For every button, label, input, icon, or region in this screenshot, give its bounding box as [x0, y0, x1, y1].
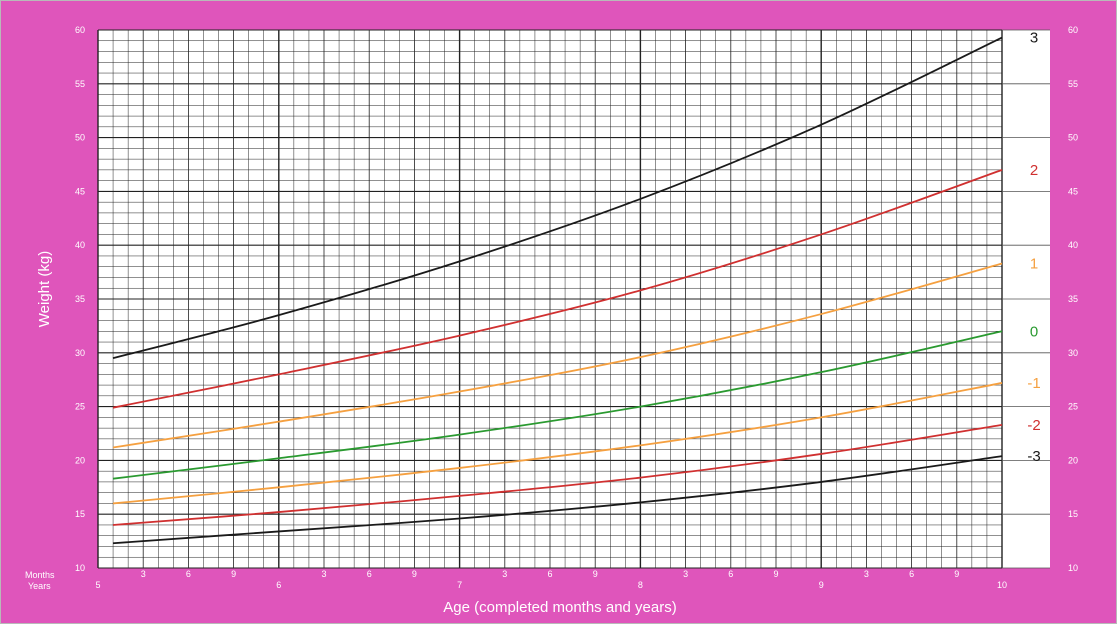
z-score-curve-2 [112, 169, 1003, 409]
y-tick-label-left: 20 [75, 455, 85, 465]
x-month-tick-label: 6 [186, 569, 191, 579]
x-month-tick-label: 3 [141, 569, 146, 579]
y-tick-label-right: 30 [1068, 348, 1078, 358]
z-score-label--3: -3 [1027, 448, 1040, 465]
z-score-label-3: 3 [1030, 30, 1038, 47]
y-tick-label-left: 40 [75, 240, 85, 250]
months-row-label: Months [25, 570, 55, 580]
x-month-tick-label: 6 [547, 569, 552, 579]
z-score-curves [112, 36, 1003, 545]
y-tick-label-right: 10 [1068, 563, 1078, 573]
x-year-tick-label: 8 [638, 580, 643, 590]
years-row-label: Years [28, 581, 51, 591]
x-month-tick-label: 3 [502, 569, 507, 579]
y-tick-label-left: 55 [75, 79, 85, 89]
x-year-tick-label: 10 [997, 580, 1007, 590]
x-month-tick-label: 9 [954, 569, 959, 579]
y-axis-title: Weight (kg) [36, 251, 53, 327]
x-axis-title: Age (completed months and years) [443, 599, 676, 616]
x-month-tick-label: 6 [728, 569, 733, 579]
z-score-curve-3 [112, 36, 1003, 360]
x-year-tick-label: 7 [457, 580, 462, 590]
x-month-tick-label: 9 [412, 569, 417, 579]
x-year-tick-label: 5 [95, 580, 100, 590]
y-tick-label-left: 15 [75, 509, 85, 519]
y-tick-label-left: 35 [75, 294, 85, 304]
x-month-tick-label: 6 [367, 569, 372, 579]
y-tick-label-right: 25 [1068, 402, 1078, 412]
x-month-tick-label: 3 [683, 569, 688, 579]
z-score-label-1: 1 [1030, 255, 1038, 272]
x-year-tick-label: 9 [819, 580, 824, 590]
y-tick-label-right: 20 [1068, 455, 1078, 465]
y-tick-label-left: 50 [75, 133, 85, 143]
y-tick-label-left: 30 [75, 348, 85, 358]
y-tick-label-right: 15 [1068, 509, 1078, 519]
y-tick-label-left: 25 [75, 402, 85, 412]
z-score-curve--1 [112, 382, 1003, 505]
x-month-tick-label: 3 [321, 569, 326, 579]
y-tick-label-left: 10 [75, 563, 85, 573]
x-month-tick-label: 9 [593, 569, 598, 579]
y-tick-label-right: 45 [1068, 186, 1078, 196]
z-score-label-0: 0 [1030, 323, 1038, 340]
z-score-curve--3 [112, 455, 1003, 545]
x-month-tick-label: 3 [864, 569, 869, 579]
y-tick-label-right: 60 [1068, 25, 1078, 35]
z-score-curve--2 [112, 424, 1003, 526]
y-tick-label-right: 50 [1068, 133, 1078, 143]
y-tick-label-right: 40 [1068, 240, 1078, 250]
z-score-label--2: -2 [1027, 417, 1040, 434]
x-month-tick-label: 6 [909, 569, 914, 579]
z-score-label--1: -1 [1027, 375, 1040, 392]
z-score-curve-1 [112, 262, 1003, 449]
x-year-tick-label: 6 [276, 580, 281, 590]
y-tick-label-right: 35 [1068, 294, 1078, 304]
x-month-tick-label: 9 [773, 569, 778, 579]
y-tick-label-left: 45 [75, 186, 85, 196]
y-tick-label-right: 55 [1068, 79, 1078, 89]
z-score-curve-0 [112, 330, 1003, 480]
x-month-tick-label: 9 [231, 569, 236, 579]
y-tick-label-left: 60 [75, 25, 85, 35]
z-score-label-2: 2 [1030, 162, 1038, 179]
